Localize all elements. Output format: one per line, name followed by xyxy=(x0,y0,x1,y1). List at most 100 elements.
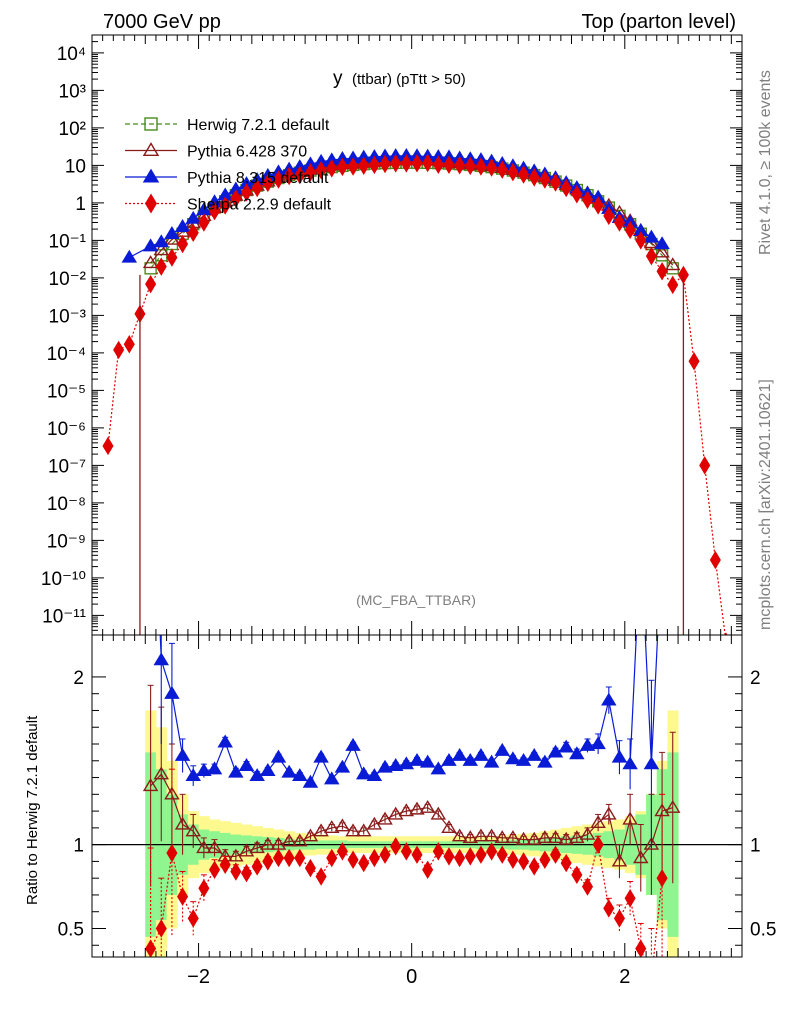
y-tick-label: 10⁻³ xyxy=(49,306,87,327)
ratio-point-0 xyxy=(206,840,223,854)
ratio-point-1 xyxy=(313,749,329,763)
data-point-3 xyxy=(262,173,274,193)
ratio-point-0 xyxy=(526,831,542,845)
ratio-point-0 xyxy=(441,820,457,834)
ratio-point-2 xyxy=(475,845,487,864)
x-tick-label: 2 xyxy=(619,966,630,988)
data-point-3 xyxy=(187,223,199,242)
ratio-point-0 xyxy=(601,806,617,820)
ratio-point-0 xyxy=(483,828,500,842)
data-point-3 xyxy=(272,170,285,189)
y-tick-label: 10⁻⁵ xyxy=(47,381,86,402)
data-point-3 xyxy=(102,436,114,456)
data-point-3 xyxy=(411,154,423,173)
ratio-point-1 xyxy=(228,764,244,778)
ratio-point-1 xyxy=(611,749,628,763)
data-point-3 xyxy=(113,340,125,360)
legend-label-1: Pythia 6.428 370 xyxy=(187,144,307,161)
ratio-point-0 xyxy=(622,811,638,825)
ratio-point-0 xyxy=(537,830,553,844)
ratio-point-0 xyxy=(665,799,681,813)
data-point-3 xyxy=(549,173,562,192)
ratio-point-1 xyxy=(558,739,574,753)
ratio-point-2 xyxy=(422,860,434,880)
ratio-point-2 xyxy=(400,842,412,861)
y-tick-label: 1 xyxy=(75,194,86,215)
ratio-point-1 xyxy=(334,759,351,773)
ratio-point-2 xyxy=(326,848,338,868)
legend-label-0: Herwig 7.2.1 default xyxy=(187,117,330,134)
ratio-point-2 xyxy=(272,848,285,868)
ratio-point-1 xyxy=(505,751,521,765)
data-point-3 xyxy=(699,456,711,475)
ratio-point-1 xyxy=(366,768,383,782)
data-point-2 xyxy=(164,225,180,239)
ratio-point-1 xyxy=(260,763,276,776)
ratio-point-1 xyxy=(473,747,489,761)
ratio-point-2 xyxy=(347,850,359,869)
data-point-3 xyxy=(560,178,572,198)
ratio-point-0 xyxy=(398,803,415,817)
data-point-2 xyxy=(174,219,191,232)
ratio-point-1 xyxy=(270,749,287,763)
ratio-point-2 xyxy=(262,852,274,871)
ratio-point-1 xyxy=(601,692,617,706)
data-point-2 xyxy=(185,210,201,224)
y-tick-label: 10⁻⁶ xyxy=(47,419,86,440)
y-tick-label: 10² xyxy=(59,119,86,140)
ratio-point-0 xyxy=(547,830,564,844)
ratio-point-2 xyxy=(358,853,370,873)
side-label-mcplots: mcplots.cern.ch [arXiv:2401.10621] xyxy=(757,379,774,630)
main-panel: 10⁴ 10³ 10² 10 1 10⁻¹ 10⁻² 10⁻³ 10⁻⁴ 10⁻⁵ 10⁻⁶ 10⁻⁷… xyxy=(41,34,743,636)
data-point-3 xyxy=(635,231,647,250)
data-point-3 xyxy=(198,213,210,232)
ratio-point-1 xyxy=(377,759,393,773)
ratio-point-2 xyxy=(336,842,348,861)
ratio-point-2 xyxy=(518,852,530,871)
data-point-3 xyxy=(724,632,728,635)
y-tick-label: 10⁻⁴ xyxy=(47,344,86,365)
header-right: Top (parton level) xyxy=(581,11,736,33)
ratio-point-1 xyxy=(622,756,638,770)
data-point-3 xyxy=(624,220,636,240)
ratio-point-2 xyxy=(443,847,455,866)
y-tick-label: 10³ xyxy=(59,81,86,102)
data-point-3 xyxy=(432,155,444,174)
data-point-0 xyxy=(144,262,157,275)
data-point-3 xyxy=(528,168,540,187)
data-point-3 xyxy=(571,185,583,204)
ratio-panel: 0.5 0.5 1 1 2 2 −2 0 2 xyxy=(58,634,776,988)
data-point-3 xyxy=(645,246,657,266)
ratio-point-0 xyxy=(228,848,244,862)
ratio-point-0 xyxy=(142,778,159,792)
ratio-point-0 xyxy=(515,831,532,845)
x-tick-label: 0 xyxy=(406,966,417,988)
data-point-2 xyxy=(654,236,670,250)
y-tick-label: 10⁻¹ xyxy=(49,231,87,252)
ratio-point-0 xyxy=(505,830,521,844)
ratio-point-0 xyxy=(462,830,479,844)
legend-marker-2 xyxy=(142,168,160,183)
ratio-point-2 xyxy=(646,971,656,988)
ratio-point-2 xyxy=(177,887,189,906)
ratio-point-1 xyxy=(547,744,564,758)
watermark-label: (MC_FBA_TTBAR) xyxy=(356,592,476,608)
ratio-y-tick-label-right: 0.5 xyxy=(750,919,776,940)
ratio-point-2 xyxy=(496,845,508,864)
ratio-point-2 xyxy=(528,857,540,876)
ratio-point-0 xyxy=(387,806,404,820)
ratio-point-2 xyxy=(656,868,668,888)
ratio-point-2 xyxy=(411,845,423,864)
ratio-point-2 xyxy=(209,860,221,880)
ratio-point-1 xyxy=(185,768,201,782)
side-label-rivet: Rivet 4.1.0, ≥ 100k events xyxy=(757,70,774,255)
legend-label-2: Pythia 8.315 default xyxy=(187,170,329,187)
ratio-frame xyxy=(91,634,743,958)
data-point-3 xyxy=(304,163,316,182)
ratio-point-2 xyxy=(549,845,562,864)
ratio-point-2 xyxy=(432,842,444,861)
y-tick-label: 10⁻¹⁰ xyxy=(41,569,86,590)
ratio-point-1 xyxy=(345,737,361,751)
ratio-data-group xyxy=(92,635,742,988)
